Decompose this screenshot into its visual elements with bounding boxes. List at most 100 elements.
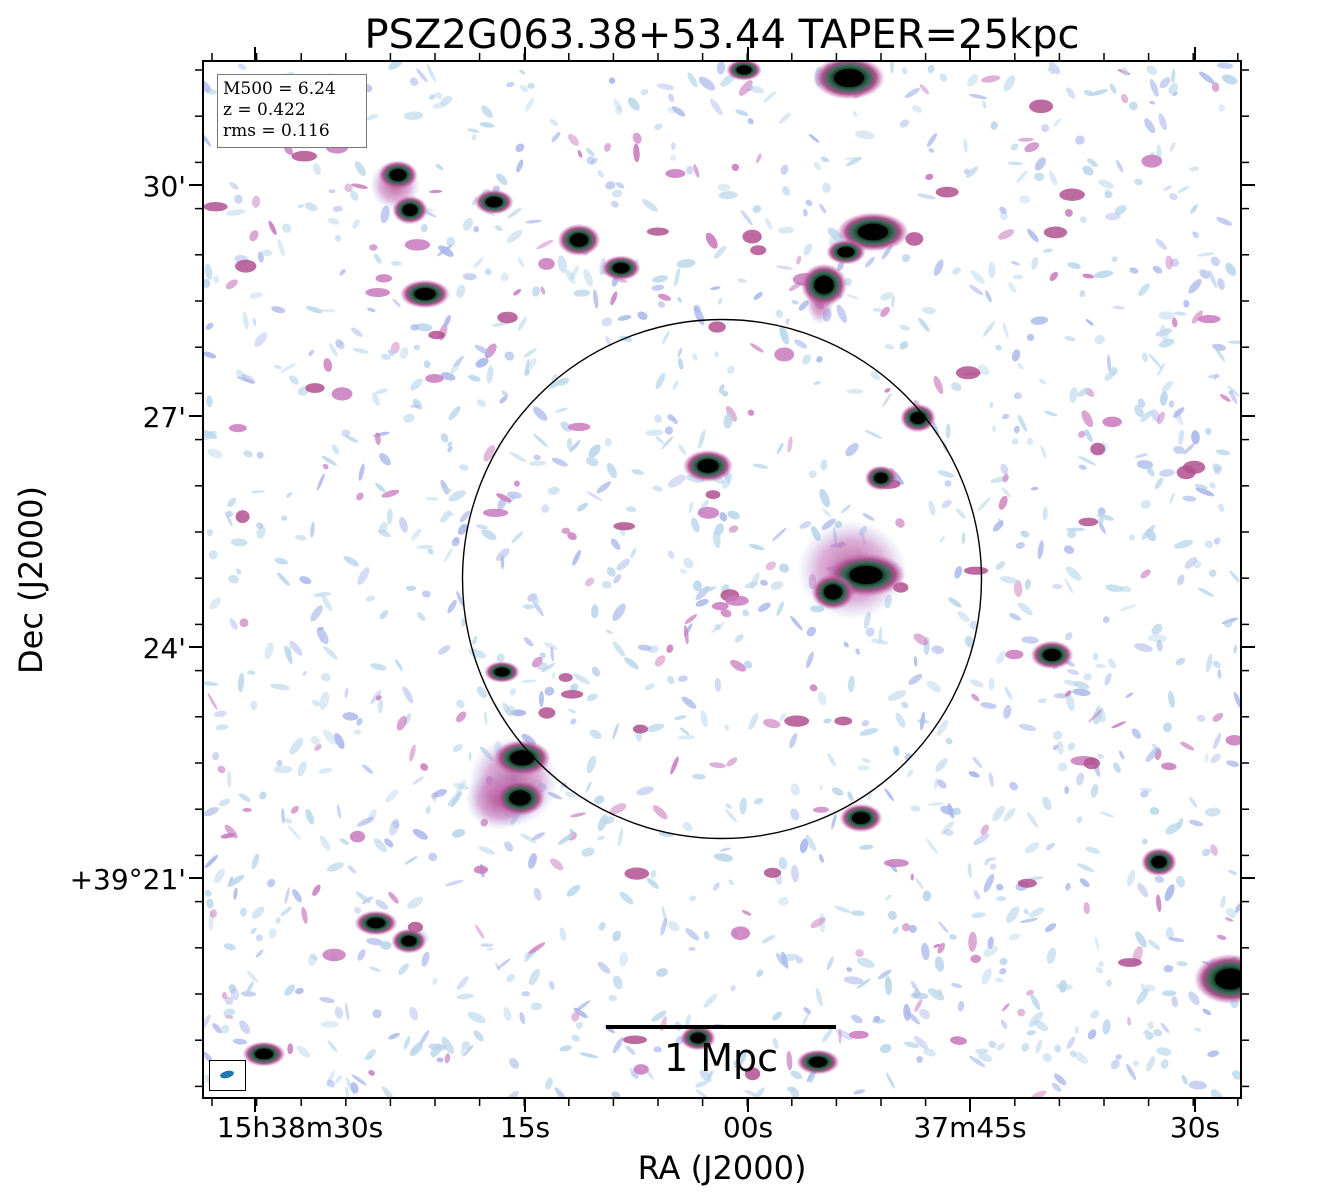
noise-blob bbox=[240, 990, 257, 997]
noise-blob bbox=[744, 1089, 757, 1097]
noise-blob bbox=[1149, 807, 1160, 816]
noise-blob bbox=[977, 497, 991, 512]
noise-blob bbox=[756, 153, 762, 164]
compact-source-core bbox=[697, 459, 719, 473]
noise-blob bbox=[388, 1032, 400, 1040]
noise-blob bbox=[963, 168, 970, 174]
noise-blob bbox=[409, 1042, 423, 1056]
noise-blob bbox=[608, 77, 616, 84]
noise-blob bbox=[205, 322, 214, 330]
noise-blob bbox=[225, 279, 238, 290]
noise-blob bbox=[513, 289, 522, 296]
noise-blob bbox=[529, 460, 547, 467]
faint-source bbox=[745, 1067, 761, 1081]
noise-blob bbox=[1056, 741, 1064, 755]
noise-blob bbox=[516, 159, 524, 173]
noise-blob bbox=[857, 765, 870, 771]
noise-blob bbox=[961, 532, 966, 544]
noise-blob bbox=[796, 255, 802, 265]
noise-blob bbox=[683, 557, 694, 569]
noise-blob bbox=[861, 758, 871, 763]
noise-blob bbox=[531, 832, 545, 841]
noise-blob bbox=[229, 618, 238, 630]
noise-blob bbox=[996, 651, 1006, 664]
noise-blob bbox=[596, 481, 611, 494]
noise-blob bbox=[1163, 185, 1173, 191]
noise-blob bbox=[1098, 520, 1106, 534]
noise-blob bbox=[475, 524, 488, 530]
noise-blob bbox=[683, 625, 689, 645]
noise-blob bbox=[845, 156, 862, 167]
noise-blob bbox=[228, 984, 237, 994]
noise-blob bbox=[667, 93, 675, 102]
noise-blob bbox=[310, 954, 319, 961]
noise-blob bbox=[284, 887, 290, 905]
noise-blob bbox=[1067, 742, 1076, 751]
noise-blob bbox=[903, 1003, 911, 1021]
noise-blob bbox=[686, 165, 694, 175]
noise-blob bbox=[655, 372, 666, 390]
noise-blob bbox=[312, 163, 321, 175]
noise-blob bbox=[996, 883, 1004, 891]
noise-blob bbox=[667, 550, 675, 559]
noise-blob bbox=[229, 181, 239, 190]
noise-blob bbox=[576, 502, 589, 512]
faint-source bbox=[1017, 878, 1037, 888]
noise-blob bbox=[223, 943, 236, 951]
noise-blob bbox=[460, 1047, 465, 1056]
noise-blob bbox=[780, 164, 789, 175]
noise-blob bbox=[677, 675, 688, 682]
noise-blob bbox=[884, 388, 891, 393]
noise-blob bbox=[828, 233, 841, 246]
noise-blob bbox=[417, 612, 426, 622]
noise-blob bbox=[865, 256, 876, 268]
noise-blob bbox=[1218, 104, 1226, 112]
noise-blob bbox=[456, 590, 464, 607]
noise-blob bbox=[605, 181, 616, 190]
noise-blob bbox=[910, 992, 929, 1000]
noise-blob bbox=[259, 791, 267, 800]
compact-source-core bbox=[1151, 856, 1167, 868]
noise-blob bbox=[519, 1012, 526, 1024]
noise-blob bbox=[1094, 335, 1105, 345]
noise-blob bbox=[887, 690, 907, 701]
noise-blob bbox=[455, 779, 466, 796]
noise-blob bbox=[1121, 67, 1129, 76]
noise-blob bbox=[1129, 267, 1139, 274]
noise-blob bbox=[510, 709, 527, 717]
noise-blob bbox=[224, 996, 234, 1005]
noise-blob bbox=[349, 190, 359, 201]
noise-blob bbox=[922, 890, 932, 902]
noise-blob bbox=[549, 119, 559, 126]
noise-blob bbox=[433, 789, 447, 797]
noise-blob bbox=[412, 776, 424, 785]
noise-blob bbox=[884, 344, 895, 350]
noise-blob bbox=[882, 392, 892, 408]
noise-blob bbox=[698, 429, 706, 449]
noise-blob bbox=[509, 688, 517, 696]
noise-blob bbox=[921, 306, 936, 315]
noise-blob bbox=[945, 737, 953, 745]
noise-blob bbox=[1106, 979, 1112, 987]
noise-blob bbox=[209, 597, 222, 610]
noise-blob bbox=[467, 1011, 486, 1024]
noise-blob bbox=[1189, 796, 1198, 808]
noise-blob bbox=[834, 905, 851, 913]
noise-blob bbox=[246, 970, 259, 983]
noise-blob bbox=[642, 199, 658, 212]
noise-blob bbox=[585, 456, 599, 467]
noise-blob bbox=[989, 401, 994, 408]
noise-blob bbox=[989, 863, 997, 870]
noise-blob bbox=[295, 987, 304, 995]
noise-blob bbox=[583, 269, 593, 287]
noise-blob bbox=[1009, 613, 1021, 621]
noise-blob bbox=[1155, 328, 1173, 337]
noise-blob bbox=[1007, 161, 1023, 166]
noise-blob bbox=[914, 999, 923, 1013]
noise-blob bbox=[1137, 398, 1146, 408]
noise-blob bbox=[206, 529, 213, 536]
noise-blob bbox=[1063, 545, 1075, 554]
noise-blob bbox=[367, 307, 376, 312]
noise-blob bbox=[933, 777, 939, 790]
noise-blob bbox=[314, 744, 322, 752]
